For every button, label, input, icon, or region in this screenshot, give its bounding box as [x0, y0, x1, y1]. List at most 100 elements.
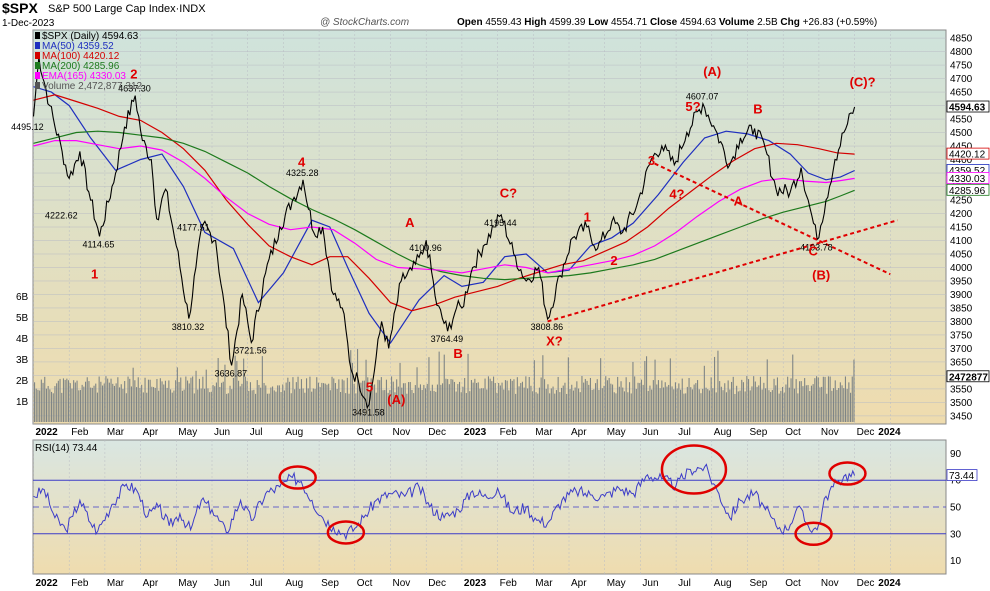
- volume-bar: [528, 376, 530, 422]
- wave-label: 3: [648, 153, 655, 168]
- volume-bar: [289, 381, 291, 422]
- volume-bar: [170, 389, 172, 422]
- trendline: [547, 219, 898, 323]
- series-line-rsi: [33, 463, 856, 541]
- volume-bar: [195, 370, 197, 422]
- volume-bar: [838, 388, 840, 422]
- value-tag-text: 4330.03: [949, 174, 986, 185]
- volume-bar: [567, 357, 569, 422]
- volume-bar: [746, 376, 748, 422]
- volume-bar: [122, 388, 124, 422]
- volume-bar: [363, 380, 365, 422]
- volume-bar: [134, 380, 136, 422]
- volume-bar: [831, 390, 833, 422]
- chart-symbol: $SPX: [2, 0, 38, 16]
- volume-bar: [797, 393, 799, 422]
- volume-bar: [402, 383, 404, 422]
- volume-bar: [625, 377, 627, 422]
- volume-bar: [656, 384, 658, 422]
- volume-bar: [642, 384, 644, 422]
- volume-bar: [409, 382, 411, 422]
- volume-bar: [428, 357, 430, 422]
- volume-bar: [457, 384, 459, 422]
- volume-bar: [202, 376, 204, 422]
- volume-bar: [780, 390, 782, 422]
- volume-bar: [57, 380, 59, 422]
- volume-bar: [826, 393, 828, 422]
- volume-bar: [685, 393, 687, 422]
- volume-bar: [771, 390, 773, 422]
- volume-bar: [460, 392, 462, 422]
- rsi-tick-label: 90: [950, 449, 962, 460]
- volume-bar: [610, 383, 612, 422]
- wave-label: A: [405, 215, 415, 230]
- volume-bar: [207, 388, 209, 422]
- volume-bars: [34, 349, 855, 422]
- volume-bar: [600, 358, 602, 422]
- price-x-tick-label: 2024: [878, 427, 901, 438]
- price-tick-label: 3750: [950, 330, 973, 341]
- volume-bar: [561, 387, 563, 422]
- volume-bar: [516, 377, 518, 422]
- legend-entry: MA(200) 4285.96: [42, 61, 120, 72]
- volume-bar: [776, 377, 778, 422]
- price-tick-label: 4100: [950, 236, 973, 247]
- volume-bar: [535, 392, 537, 422]
- price-x-tick-label: 2023: [464, 427, 487, 438]
- volume-bar: [232, 377, 234, 422]
- volume-bar: [824, 376, 826, 422]
- volume-bar: [853, 359, 855, 422]
- volume-bar: [555, 390, 557, 422]
- volume-bar: [241, 383, 243, 422]
- volume-bar: [331, 376, 333, 422]
- rsi-x-tick-label: Jul: [250, 578, 263, 589]
- volume-bar: [532, 391, 534, 422]
- volume-bar: [678, 383, 680, 422]
- volume-bar: [171, 392, 173, 422]
- volume-bar: [340, 392, 342, 422]
- volume-bar: [222, 381, 224, 422]
- price-tick-label: 3700: [950, 344, 973, 355]
- price-x-tick-label: Feb: [71, 427, 89, 438]
- series-line-ma200: [33, 130, 855, 281]
- volume-bar: [413, 393, 415, 422]
- volume-bar: [396, 379, 398, 422]
- price-label: 4637.30: [118, 84, 151, 94]
- volume-tick-label: 4B: [16, 334, 29, 345]
- volume-bar: [360, 382, 362, 422]
- volume-bar: [40, 379, 42, 422]
- volume-bar: [299, 388, 301, 422]
- volume-bar: [816, 376, 818, 422]
- price-x-tick-label: 2022: [36, 427, 59, 438]
- volume-bar: [73, 380, 75, 422]
- volume-bar: [62, 378, 64, 422]
- volume-bar: [690, 387, 692, 422]
- low-label: Low: [588, 17, 608, 28]
- wave-label: (A): [703, 64, 721, 79]
- volume-bar: [81, 384, 83, 422]
- volume-bar: [799, 381, 801, 422]
- price-label: 3721.56: [234, 346, 267, 356]
- volume-bar: [714, 356, 716, 422]
- volume-bar: [588, 384, 590, 422]
- wave-label: 2: [610, 253, 617, 268]
- price-x-tick-label: Dec: [857, 427, 875, 438]
- high-label: High: [524, 17, 546, 28]
- volume-bar: [521, 381, 523, 422]
- wave-label: C: [809, 243, 819, 258]
- wave-label: 4: [298, 154, 306, 169]
- volume-bar: [605, 376, 607, 422]
- wave-label: X?: [546, 334, 563, 349]
- volume-bar: [209, 392, 211, 422]
- rsi-value-tag: 73.44: [946, 469, 978, 482]
- volume-bar: [56, 383, 58, 422]
- volume-bar: [851, 376, 853, 422]
- volume-bar: [836, 389, 838, 422]
- volume-bar: [98, 376, 100, 422]
- price-tick-label: 4450: [950, 142, 973, 153]
- price-x-tick-label: Sep: [750, 427, 768, 438]
- volume-bar: [266, 393, 268, 422]
- volume-bar: [168, 380, 170, 422]
- volume-bar: [319, 387, 321, 422]
- volume-bar: [668, 384, 670, 422]
